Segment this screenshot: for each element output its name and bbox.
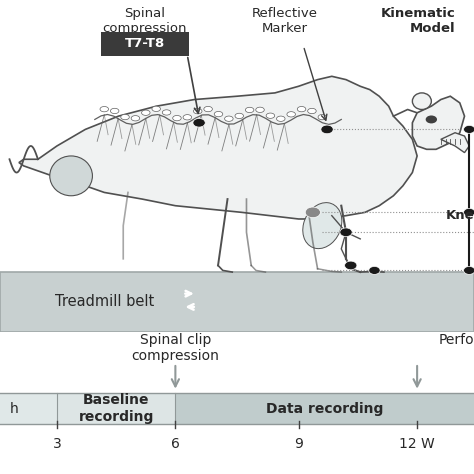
Ellipse shape	[256, 107, 264, 112]
Ellipse shape	[318, 114, 327, 120]
Circle shape	[426, 116, 437, 123]
Circle shape	[345, 261, 357, 270]
Text: Baseline
recording: Baseline recording	[78, 393, 154, 424]
Ellipse shape	[246, 107, 254, 113]
Ellipse shape	[100, 107, 109, 112]
Ellipse shape	[225, 116, 233, 121]
Circle shape	[464, 266, 474, 274]
Ellipse shape	[121, 114, 129, 120]
Ellipse shape	[214, 111, 223, 117]
Polygon shape	[441, 133, 469, 153]
Text: Reflective
Marker: Reflective Marker	[251, 7, 318, 35]
Bar	[0, 393, 57, 424]
Ellipse shape	[412, 93, 431, 109]
Circle shape	[464, 126, 474, 133]
Ellipse shape	[204, 106, 212, 112]
Text: Spinal
compression: Spinal compression	[102, 7, 187, 35]
Bar	[0, 272, 474, 332]
Bar	[57, 393, 175, 424]
Circle shape	[321, 125, 333, 134]
Ellipse shape	[276, 116, 285, 121]
Text: 3: 3	[53, 437, 61, 451]
Text: Kinematic
Model: Kinematic Model	[380, 7, 455, 35]
Ellipse shape	[183, 115, 191, 120]
FancyBboxPatch shape	[101, 32, 189, 56]
Ellipse shape	[131, 116, 140, 121]
Bar	[175, 393, 474, 424]
Text: Perfo: Perfo	[438, 333, 474, 347]
Polygon shape	[412, 96, 465, 149]
Text: Treadmill belt: Treadmill belt	[55, 294, 154, 310]
Ellipse shape	[297, 107, 306, 112]
Text: 9: 9	[294, 437, 303, 451]
Ellipse shape	[193, 109, 202, 114]
Ellipse shape	[235, 113, 244, 118]
Polygon shape	[19, 76, 417, 219]
Circle shape	[193, 118, 205, 127]
Text: 12 W: 12 W	[399, 437, 435, 451]
Ellipse shape	[142, 110, 150, 115]
Circle shape	[305, 207, 320, 218]
Text: Kne: Kne	[446, 209, 474, 222]
Text: Spinal clip
compression: Spinal clip compression	[131, 333, 219, 364]
Ellipse shape	[173, 116, 181, 121]
Ellipse shape	[287, 112, 295, 117]
Text: h: h	[9, 401, 18, 416]
Ellipse shape	[110, 108, 119, 114]
Ellipse shape	[162, 110, 171, 115]
Circle shape	[464, 209, 474, 216]
Text: 6: 6	[171, 437, 180, 451]
Ellipse shape	[308, 109, 316, 114]
Ellipse shape	[50, 156, 92, 196]
Ellipse shape	[152, 106, 161, 111]
Circle shape	[369, 266, 380, 274]
Circle shape	[340, 228, 352, 237]
Text: T7-T8: T7-T8	[125, 37, 164, 50]
Text: Data recording: Data recording	[266, 401, 383, 416]
Ellipse shape	[266, 113, 274, 118]
Ellipse shape	[303, 202, 342, 249]
